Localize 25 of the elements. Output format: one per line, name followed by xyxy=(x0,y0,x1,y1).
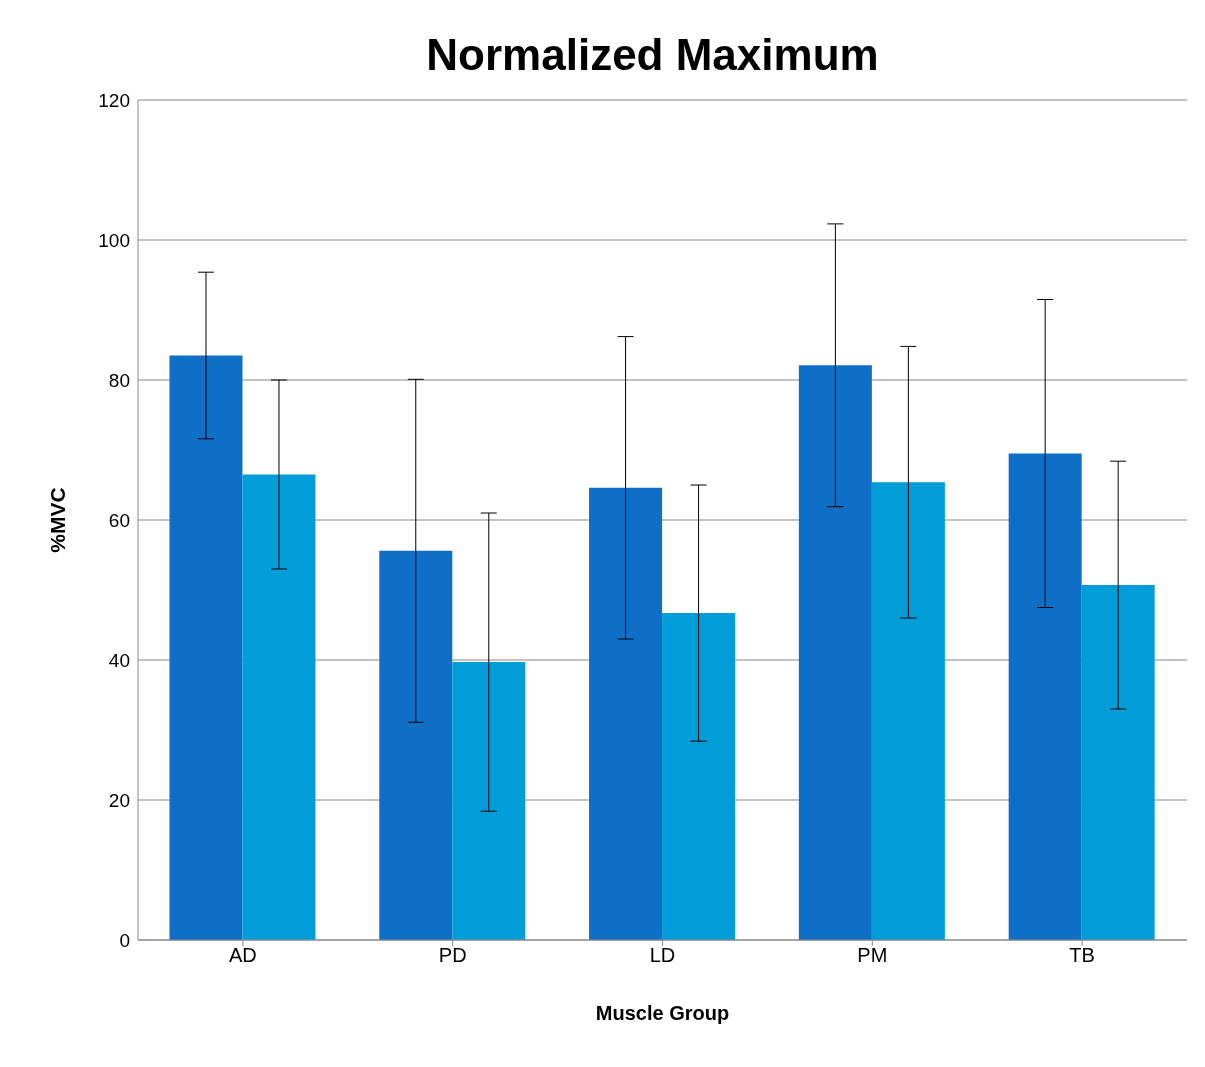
x-tick-label: AD xyxy=(229,944,257,967)
bar xyxy=(169,355,243,940)
bar xyxy=(662,613,736,940)
y-tick-label: 100 xyxy=(98,229,130,251)
y-tick-label: 40 xyxy=(108,649,130,671)
y-tick-label: 80 xyxy=(108,369,130,391)
x-tick-label: LD xyxy=(649,944,676,967)
bar xyxy=(452,662,526,940)
bar xyxy=(871,482,945,940)
bar xyxy=(589,487,663,940)
bar xyxy=(1081,585,1155,940)
bar xyxy=(798,365,872,940)
chart-title: Normalized Maximum xyxy=(425,30,880,80)
bar xyxy=(1008,453,1082,940)
x-axis-title: Muscle Group xyxy=(595,1002,730,1024)
x-tick-label: PM xyxy=(857,944,888,967)
y-tick-label: 20 xyxy=(108,789,130,811)
bar xyxy=(379,550,453,940)
y-axis-title: %MVC xyxy=(46,487,70,553)
x-tick-label: TB xyxy=(1069,944,1095,967)
y-tick-label: 120 xyxy=(98,89,130,111)
y-tick-label: 0 xyxy=(119,929,130,951)
bar xyxy=(242,474,316,940)
x-tick-label: PD xyxy=(438,944,467,967)
y-tick-label: 60 xyxy=(108,509,130,531)
